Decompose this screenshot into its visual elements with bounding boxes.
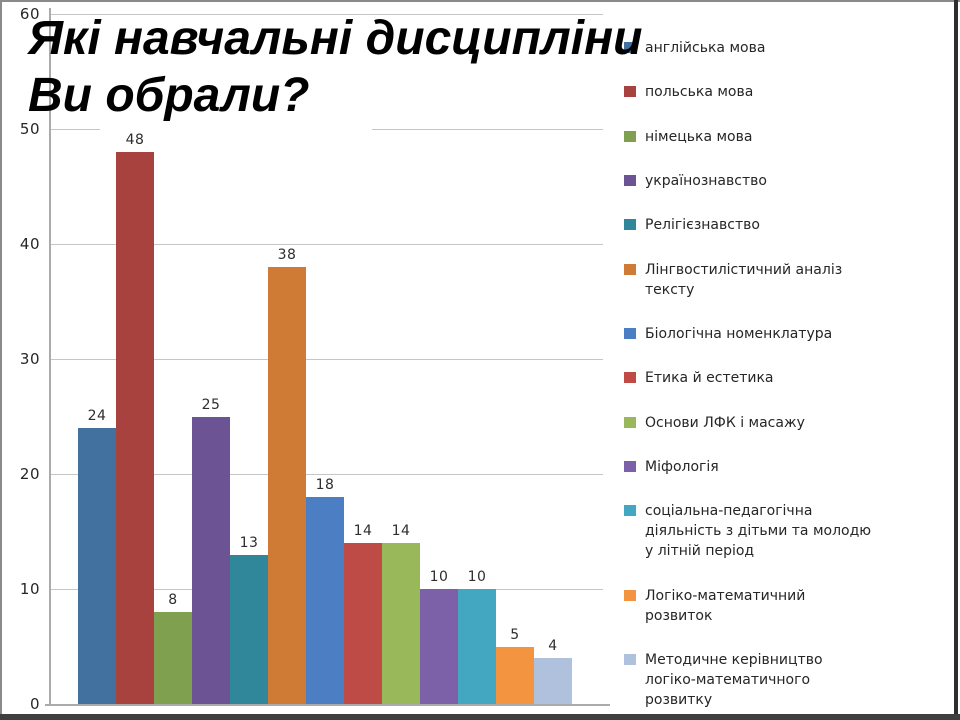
chart-title: Які навчальні дисципліни Ви обрали? bbox=[28, 10, 643, 124]
legend-item-label: Міфологія bbox=[645, 458, 719, 475]
bar-value-label: 18 bbox=[315, 477, 335, 493]
bar-value-label: 24 bbox=[87, 408, 107, 424]
legend-swatch bbox=[624, 174, 636, 186]
frame-border-right bbox=[954, 0, 958, 720]
legend-swatch bbox=[624, 42, 636, 53]
legend-item-7: Біологічна номенклатура bbox=[622, 324, 952, 344]
legend-item-8: Етика й естетика bbox=[622, 368, 952, 388]
x-axis-line bbox=[45, 704, 610, 706]
title-background-mask bbox=[100, 58, 372, 148]
legend-item-label: Етика й естетика bbox=[645, 370, 774, 387]
legend-item-13: Методичне керівництво логіко-математично… bbox=[622, 650, 952, 710]
gridline-40 bbox=[51, 244, 603, 245]
legend-item-label: Методичне керівництво логіко-математично… bbox=[645, 651, 823, 708]
gridline-20 bbox=[51, 474, 603, 475]
legend-item-1: англійська мова bbox=[622, 38, 952, 58]
legend-item-3: німецька мова bbox=[622, 127, 952, 147]
legend-item-5: Релігієзнавство bbox=[622, 215, 952, 235]
bar-value-label: 14 bbox=[353, 523, 373, 539]
chart-title-line-2: Ви обрали? bbox=[28, 69, 310, 122]
legend-item-12: Логіко-математичний розвиток bbox=[622, 586, 952, 626]
y-axis-line bbox=[49, 8, 51, 706]
chart-title-line-1: Які навчальні дисципліни bbox=[28, 12, 643, 65]
bar-2 bbox=[116, 152, 154, 704]
y-axis-tick-label: 20 bbox=[19, 465, 40, 483]
bar-11 bbox=[458, 589, 496, 704]
bar-7 bbox=[306, 497, 344, 704]
legend-item-10: Міфологія bbox=[622, 457, 952, 477]
bar-13 bbox=[534, 658, 572, 704]
bar-value-label: 4 bbox=[548, 638, 558, 654]
y-axis-tick-label: 10 bbox=[19, 580, 40, 598]
legend-item-11: соціальна-педагогічна діяльність з дітьм… bbox=[622, 501, 952, 561]
legend-item-label: німецька мова bbox=[645, 128, 753, 145]
legend-item-9: Основи ЛФК і масажу bbox=[622, 413, 952, 433]
bar-1 bbox=[78, 428, 116, 704]
legend-item-label: Біологічна номенклатура bbox=[645, 325, 833, 342]
legend-item-label: соціальна-педагогічна діяльність з дітьм… bbox=[645, 503, 872, 560]
bar-5 bbox=[230, 554, 268, 704]
legend-item-label: Лінгвостилістичний аналіз тексту bbox=[645, 261, 843, 298]
y-axis-tick-label: 40 bbox=[19, 235, 40, 253]
frame-border-bottom bbox=[0, 714, 960, 720]
legend-item-label: Релігієзнавство bbox=[645, 217, 760, 234]
legend-item-4: українознавство bbox=[622, 171, 952, 191]
bar-value-label: 38 bbox=[277, 247, 297, 263]
bar-value-label: 10 bbox=[429, 569, 449, 585]
legend-swatch bbox=[624, 653, 636, 665]
legend-item-label: англійська мова bbox=[645, 40, 766, 56]
bar-value-label: 8 bbox=[168, 592, 178, 608]
bar-value-label: 5 bbox=[510, 626, 520, 643]
legend-swatch bbox=[624, 589, 636, 601]
legend-swatch bbox=[624, 263, 636, 275]
y-axis-tick-label: 0 bbox=[29, 695, 40, 713]
legend-swatch bbox=[624, 372, 636, 384]
chart-legend: англійська мова польська мова німецька мов… bbox=[622, 38, 952, 710]
legend-swatch bbox=[624, 219, 636, 231]
gridline-30 bbox=[51, 359, 603, 360]
bar-value-label: 13 bbox=[239, 534, 259, 551]
legend-item-label: Логіко-математичний розвиток bbox=[645, 587, 806, 624]
bar-9 bbox=[382, 543, 420, 704]
legend-swatch bbox=[624, 460, 636, 472]
legend-swatch bbox=[624, 416, 636, 428]
frame-border-top bbox=[0, 0, 960, 2]
legend-item-label: Основи ЛФК і масажу bbox=[645, 414, 805, 431]
legend-item-label: українознавство bbox=[645, 172, 767, 189]
bar-8 bbox=[344, 543, 382, 704]
bar-3 bbox=[154, 612, 192, 704]
legend-item-6: Лінгвостилістичний аналіз тексту bbox=[622, 260, 952, 300]
bar-12 bbox=[496, 646, 534, 704]
y-axis-tick-label: 60 bbox=[19, 5, 40, 23]
frame-border-left bbox=[0, 0, 2, 720]
legend-item-label: польська мова bbox=[645, 84, 754, 101]
y-axis-tick-label: 50 bbox=[19, 120, 40, 138]
legend-swatch bbox=[624, 86, 636, 98]
bar-value-label: 48 bbox=[125, 132, 145, 148]
bar-4 bbox=[192, 416, 230, 704]
legend-item-2: польська мова bbox=[622, 82, 952, 102]
bar-value-label: 14 bbox=[391, 523, 411, 539]
y-axis-tick-label: 30 bbox=[19, 350, 40, 368]
bar-value-label: 25 bbox=[201, 396, 221, 413]
legend-swatch bbox=[624, 130, 636, 142]
legend-swatch bbox=[624, 327, 636, 339]
gridline-60 bbox=[51, 14, 603, 15]
legend-swatch bbox=[624, 505, 636, 517]
bar-6 bbox=[268, 267, 306, 704]
bar-10 bbox=[420, 589, 458, 704]
bar-value-label: 10 bbox=[467, 569, 487, 585]
